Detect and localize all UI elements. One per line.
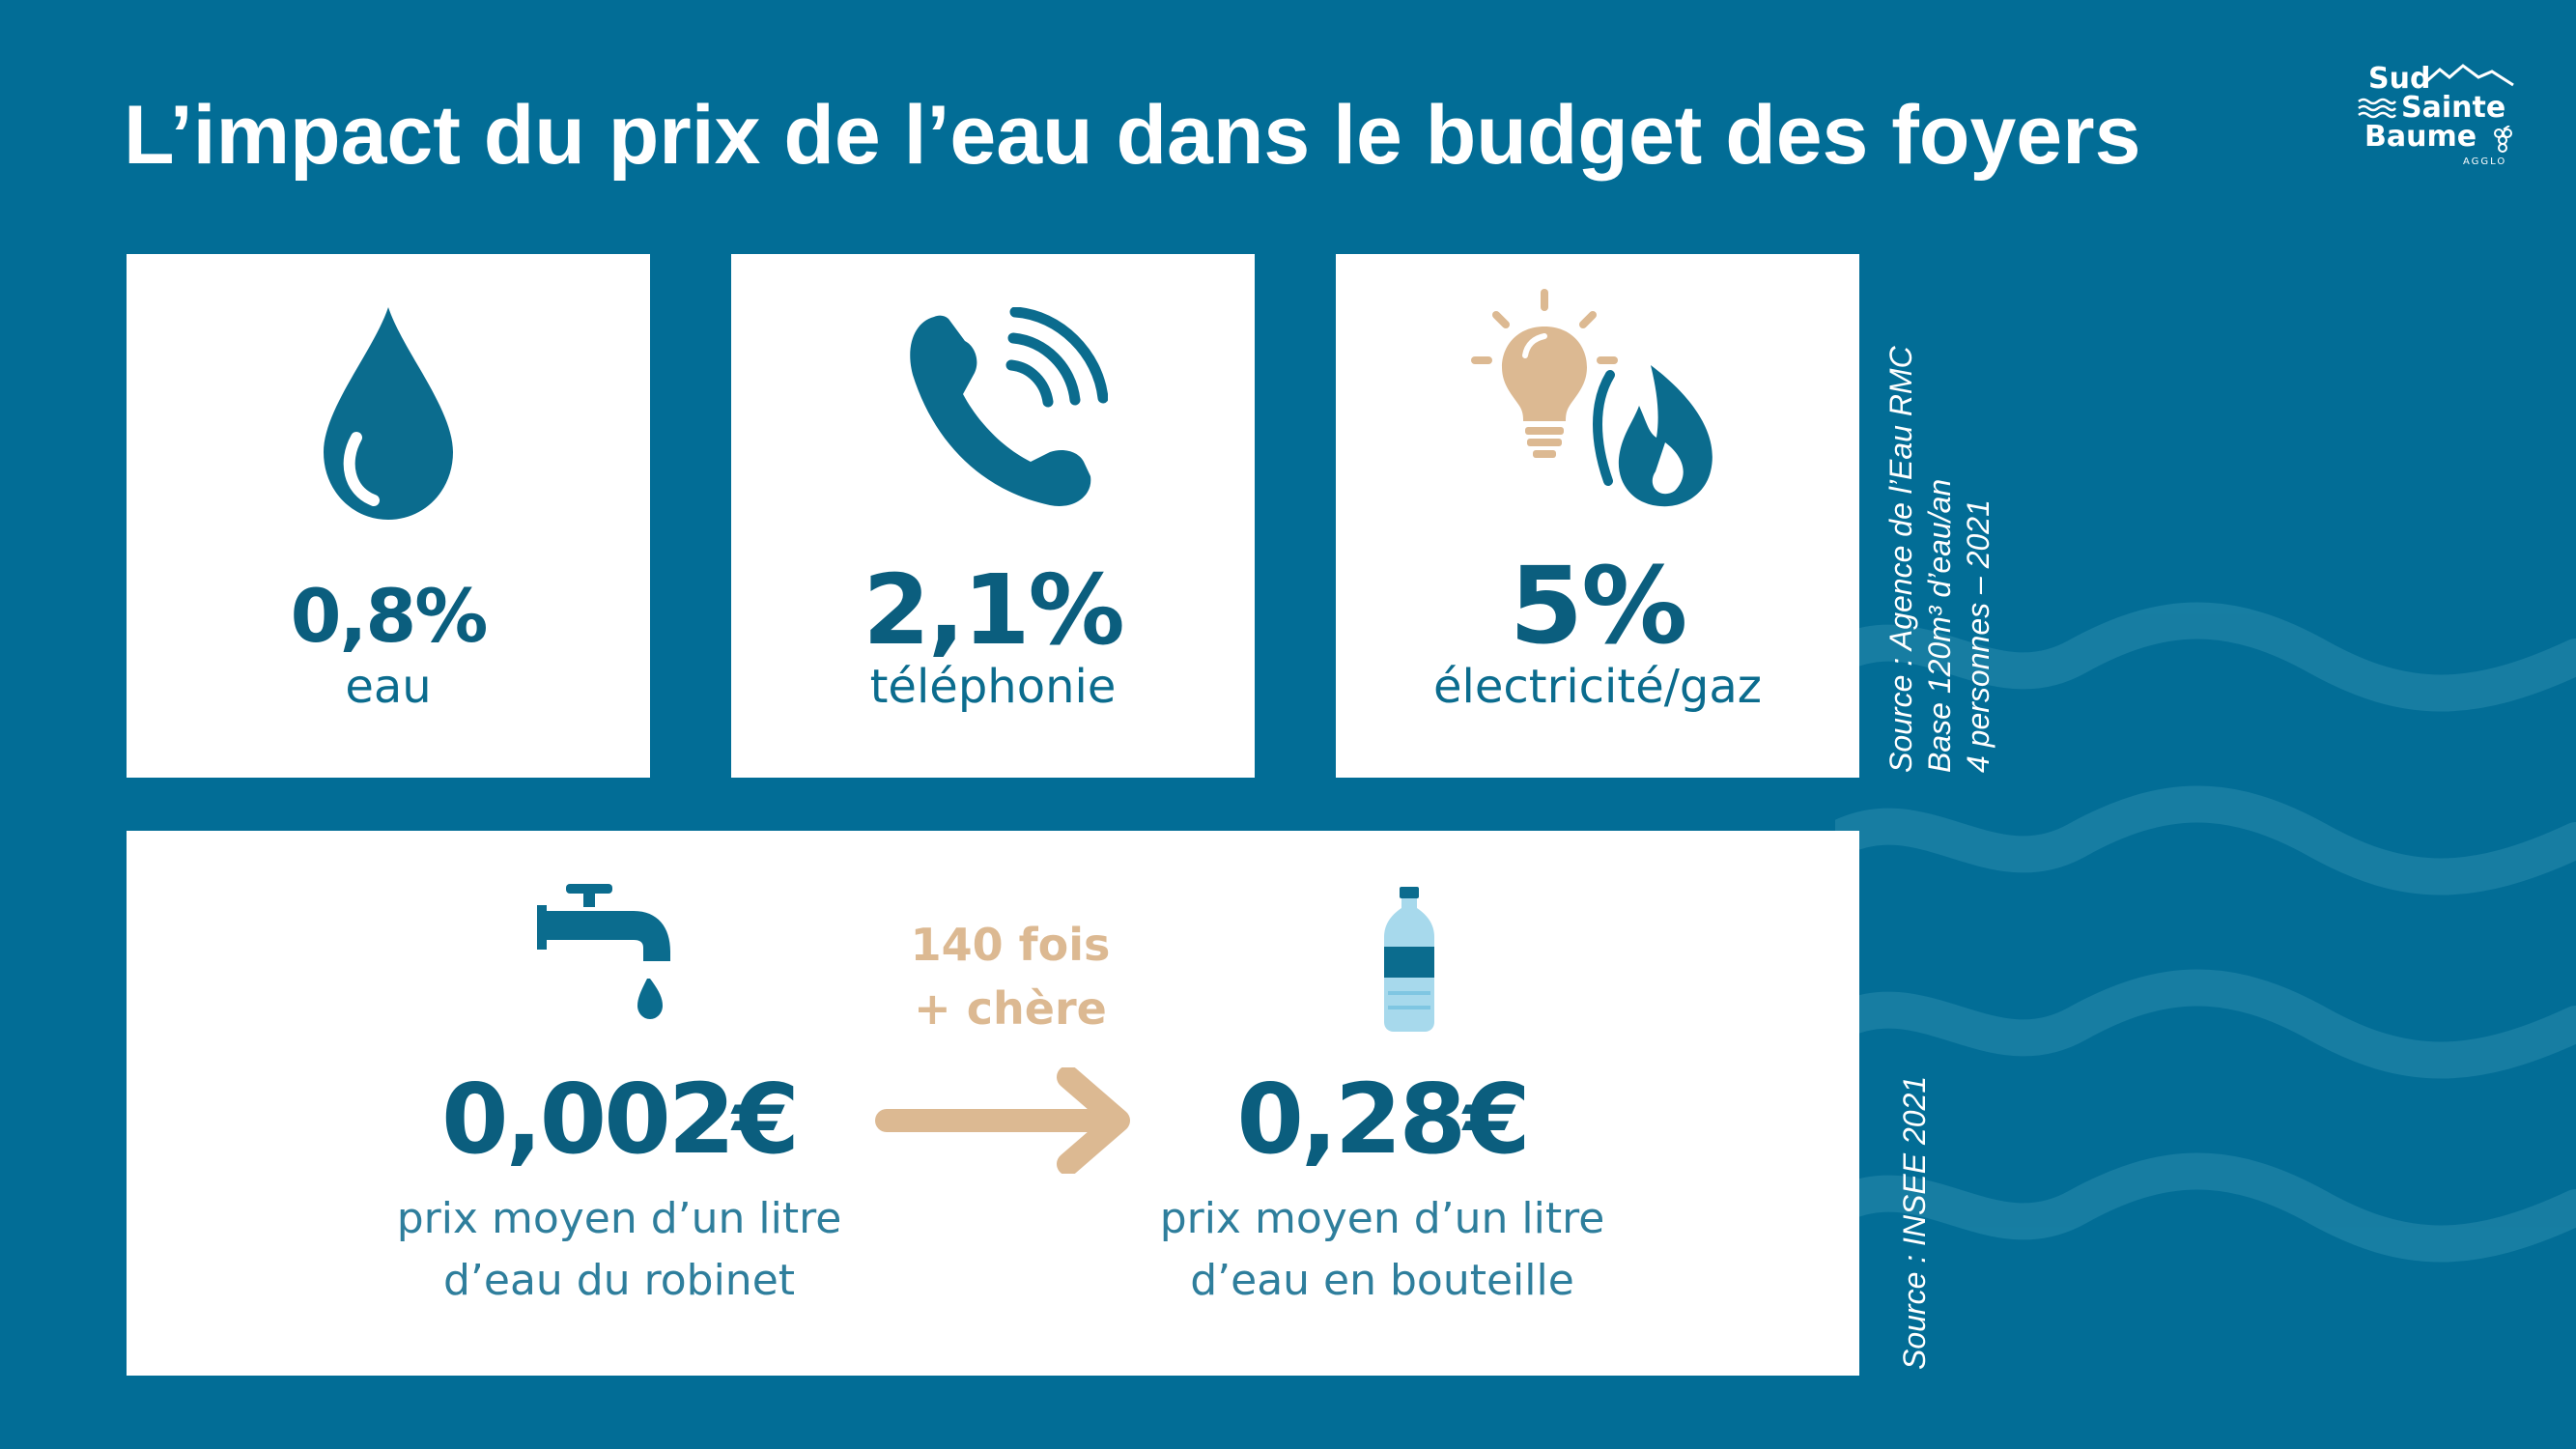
logo-subtitle: AGGLO	[2463, 156, 2507, 167]
desc-line: d’eau du robinet	[442, 1256, 796, 1305]
water-drop-icon	[324, 307, 453, 520]
source-line: Base 120m³ d’eau/an	[1922, 478, 1957, 773]
phone-icon	[910, 307, 1108, 506]
logo-line1: Sud	[2368, 62, 2431, 96]
bulb-flame-icon	[1471, 289, 1713, 507]
stat-card-water: 0,8% eau	[127, 254, 650, 778]
stat-card-energy: 5% électricité/gaz	[1336, 254, 1859, 778]
price-comparison-card: 140 fois + chère 0,002€ prix moyen d’un …	[127, 831, 1859, 1376]
logo-line3: Baume	[2364, 120, 2477, 154]
grape-icon	[2494, 126, 2512, 153]
desc-line: prix moyen d’un litre	[1159, 1194, 1605, 1243]
stat-value: 5%	[1509, 544, 1688, 668]
wave-decoration	[1835, 602, 2576, 1263]
bottle-icon	[1384, 887, 1434, 1032]
bottled-water-price: 0,28€	[1236, 1063, 1530, 1176]
desc-line: prix moyen d’un litre	[396, 1194, 842, 1243]
tap-water-price: 0,002€	[441, 1063, 800, 1176]
mountain-icon	[2421, 64, 2514, 87]
bottled-water-description: prix moyen d’un litre d’eau en bouteille	[1112, 1188, 1653, 1312]
ratio-line1: 140 fois	[910, 919, 1111, 971]
ratio-line2: + chère	[914, 982, 1107, 1035]
arrow-right-icon	[875, 1067, 1130, 1174]
source-line: Source : Agence de l’Eau RMC	[1883, 346, 1918, 773]
source-note-bottom: Source : INSEE 2021	[1895, 1076, 1934, 1370]
stat-label: téléphonie	[869, 660, 1117, 714]
tap-water-description: prix moyen d’un litre d’eau du robinet	[310, 1188, 928, 1312]
stat-label: électricité/gaz	[1432, 660, 1762, 714]
page-title: L’impact du prix de l’eau dans le budget…	[124, 89, 2141, 182]
source-line: Source : INSEE 2021	[1897, 1075, 1932, 1370]
water-waves-icon	[2358, 98, 2396, 119]
logo-line2: Sainte	[2401, 91, 2506, 125]
tap-icon	[537, 884, 670, 1019]
stat-label: eau	[345, 660, 432, 714]
stat-card-phone: 2,1% téléphonie	[731, 254, 1255, 778]
source-line: 4 personnes – 2021	[1961, 499, 1996, 773]
logo: Sud Sainte Baume AGGLO	[2357, 60, 2521, 176]
stat-value: 0,8%	[290, 573, 489, 659]
desc-line: d’eau en bouteille	[1190, 1256, 1574, 1305]
ratio-label: 140 fois + chère	[851, 913, 1170, 1040]
stat-value: 2,1%	[863, 554, 1124, 667]
source-note-top: Source : Agence de l’Eau RMC Base 120m³ …	[1882, 346, 1997, 773]
